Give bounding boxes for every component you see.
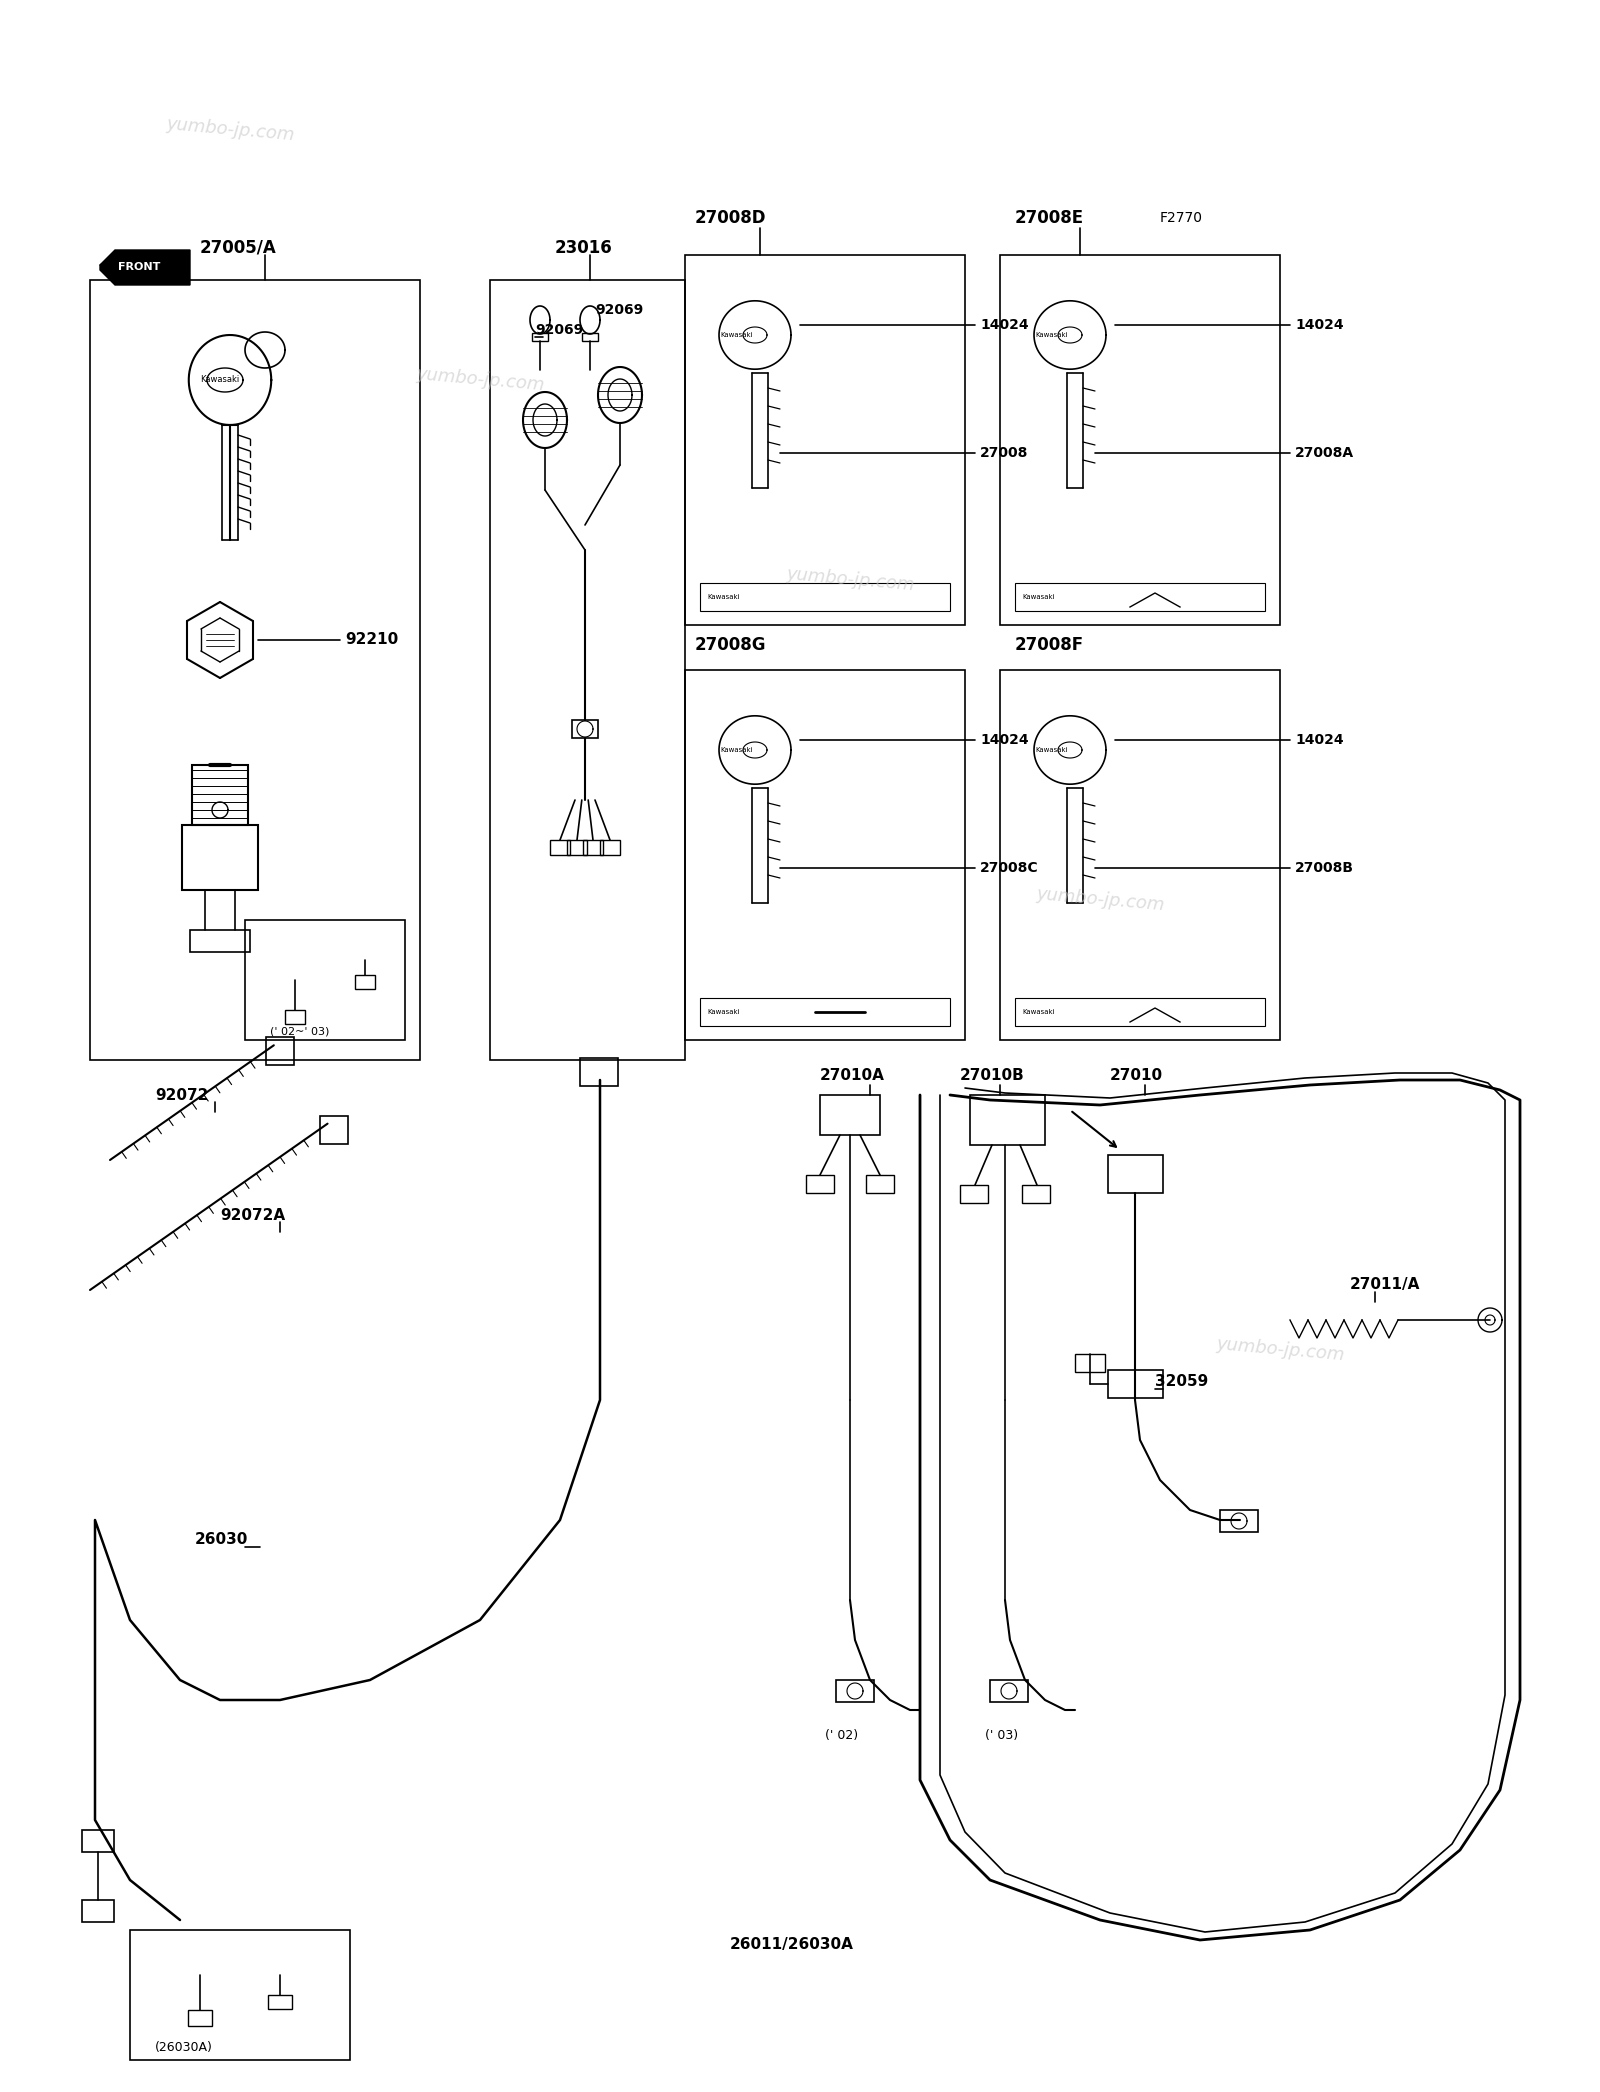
- Text: 27010: 27010: [1110, 1067, 1163, 1082]
- Text: Kawasaki: Kawasaki: [720, 333, 752, 339]
- Text: Kawasaki: Kawasaki: [720, 747, 752, 753]
- Bar: [550, 841, 570, 856]
- Text: 27008F: 27008F: [1014, 636, 1085, 655]
- Text: 27008G: 27008G: [694, 636, 766, 655]
- Text: 92069: 92069: [595, 303, 643, 318]
- Bar: [1221, 1510, 1258, 1531]
- Text: (' 02~' 03): (' 02~' 03): [270, 1027, 330, 1038]
- Polygon shape: [99, 253, 118, 280]
- Text: Kawasaki: Kawasaki: [707, 1008, 739, 1015]
- Bar: [685, 255, 965, 626]
- Text: 27010A: 27010A: [819, 1067, 885, 1082]
- Text: yumbo-jp.com: yumbo-jp.com: [1214, 1335, 1346, 1364]
- Bar: [1000, 255, 1280, 626]
- Text: Kawasaki: Kawasaki: [1022, 594, 1054, 600]
- Text: 26030: 26030: [195, 1533, 248, 1548]
- Bar: [82, 1900, 114, 1923]
- Bar: [182, 824, 258, 889]
- Text: 27008B: 27008B: [1294, 862, 1354, 874]
- Bar: [835, 1680, 874, 1703]
- Bar: [960, 1184, 989, 1203]
- Text: F2770: F2770: [1160, 211, 1203, 226]
- Bar: [82, 1830, 114, 1851]
- Text: 27008: 27008: [979, 446, 1029, 460]
- Bar: [192, 766, 248, 824]
- Text: 27008E: 27008E: [1014, 209, 1085, 228]
- Bar: [819, 1094, 880, 1136]
- Bar: [1000, 669, 1280, 1040]
- Bar: [90, 280, 419, 1061]
- Bar: [573, 720, 598, 738]
- Bar: [531, 333, 547, 341]
- Bar: [582, 333, 598, 341]
- Bar: [579, 1059, 618, 1086]
- Text: 23016: 23016: [555, 238, 613, 257]
- Text: Kawasaki: Kawasaki: [1022, 1008, 1054, 1015]
- Bar: [582, 841, 603, 856]
- Text: 92072: 92072: [155, 1088, 208, 1102]
- Text: 92069: 92069: [534, 322, 584, 337]
- Text: 14024: 14024: [979, 318, 1029, 333]
- Bar: [1014, 584, 1266, 611]
- Text: 92210: 92210: [346, 632, 398, 649]
- Bar: [285, 1010, 306, 1023]
- Polygon shape: [99, 251, 190, 285]
- Bar: [701, 584, 950, 611]
- Text: (' 02): (' 02): [826, 1728, 858, 1741]
- Bar: [866, 1176, 894, 1192]
- Bar: [566, 841, 587, 856]
- Bar: [320, 1115, 347, 1144]
- Bar: [685, 669, 965, 1040]
- Bar: [245, 920, 405, 1040]
- Bar: [1075, 1354, 1106, 1372]
- Text: yumbo-jp.com: yumbo-jp.com: [414, 366, 546, 395]
- Bar: [806, 1176, 834, 1192]
- Text: 26011/26030A: 26011/26030A: [730, 1937, 854, 1952]
- Text: (' 03): (' 03): [986, 1728, 1018, 1741]
- Bar: [990, 1680, 1027, 1703]
- Bar: [1014, 998, 1266, 1025]
- Bar: [701, 998, 950, 1025]
- Text: Kawasaki: Kawasaki: [200, 374, 240, 385]
- Bar: [269, 1996, 291, 2008]
- Bar: [355, 975, 374, 990]
- Bar: [490, 280, 685, 1061]
- Text: (26030A): (26030A): [155, 2042, 213, 2054]
- Text: 27011/A: 27011/A: [1350, 1278, 1421, 1293]
- Text: 27008D: 27008D: [694, 209, 766, 228]
- Text: 27008A: 27008A: [1294, 446, 1354, 460]
- Text: FRONT: FRONT: [118, 262, 160, 272]
- Bar: [266, 1038, 294, 1065]
- Text: yumbo-jp.com: yumbo-jp.com: [1035, 885, 1165, 914]
- Bar: [189, 2010, 211, 2025]
- Text: 14024: 14024: [979, 732, 1029, 747]
- Text: 92072A: 92072A: [221, 1207, 285, 1222]
- Bar: [130, 1931, 350, 2061]
- Text: Kawasaki: Kawasaki: [1035, 333, 1067, 339]
- Text: 27008C: 27008C: [979, 862, 1038, 874]
- Text: Kawasaki: Kawasaki: [707, 594, 739, 600]
- Bar: [1022, 1184, 1050, 1203]
- Text: 27010B: 27010B: [960, 1067, 1024, 1082]
- Text: 27005/A: 27005/A: [200, 238, 277, 257]
- Bar: [190, 931, 250, 952]
- Bar: [970, 1094, 1045, 1144]
- Text: yumbo-jp.com: yumbo-jp.com: [165, 115, 294, 144]
- Bar: [1107, 1155, 1163, 1192]
- Bar: [1107, 1370, 1163, 1397]
- Text: Kawasaki: Kawasaki: [1035, 747, 1067, 753]
- Text: 14024: 14024: [1294, 732, 1344, 747]
- Bar: [600, 841, 621, 856]
- Text: 14024: 14024: [1294, 318, 1344, 333]
- Text: yumbo-jp.com: yumbo-jp.com: [786, 565, 915, 594]
- Text: 32059: 32059: [1155, 1374, 1208, 1389]
